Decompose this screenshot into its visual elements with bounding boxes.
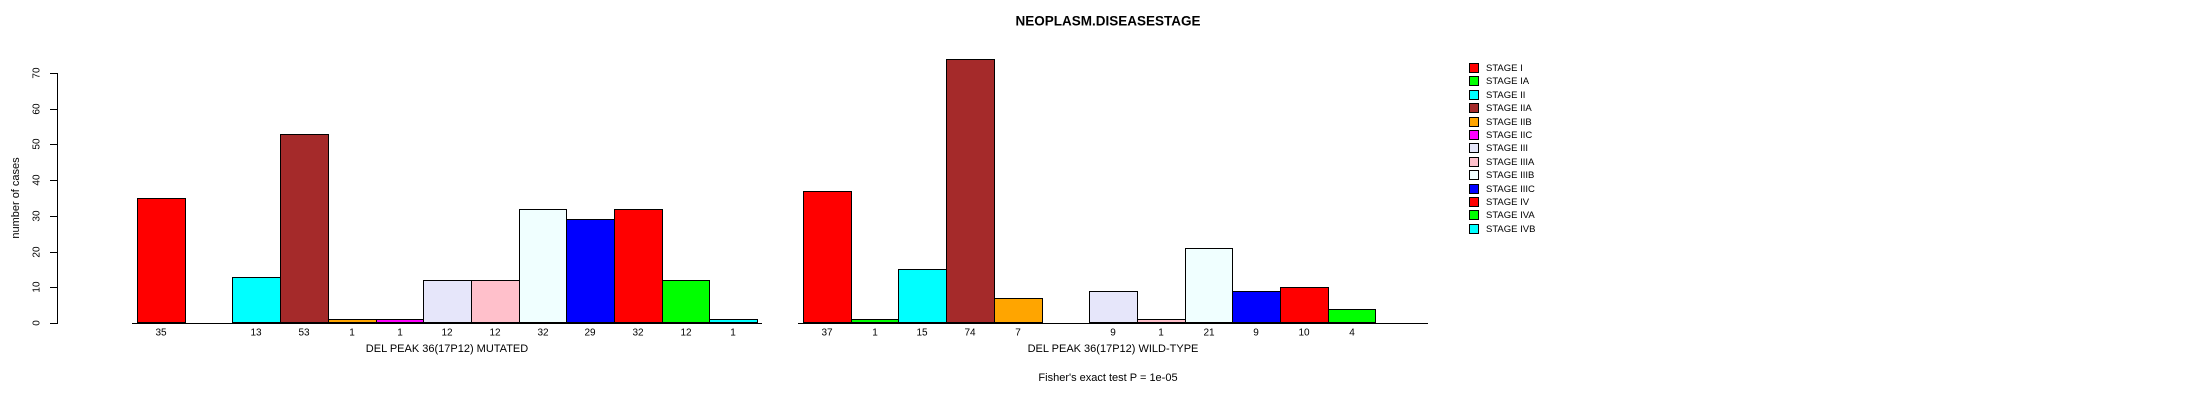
y-tick	[50, 216, 57, 217]
legend-label: STAGE IIA	[1486, 103, 1532, 114]
legend-label: STAGE IIC	[1486, 130, 1533, 141]
y-axis-label: number of cases	[10, 157, 22, 239]
bar-stage-iva	[1328, 309, 1376, 323]
bar-value-label: 12	[489, 327, 501, 339]
legend-label: STAGE III	[1486, 143, 1529, 154]
bar-value-label: 32	[632, 327, 644, 339]
y-tick	[50, 180, 57, 181]
bar-value-label: 35	[155, 327, 167, 339]
y-tick-label: 50	[31, 138, 43, 150]
legend-swatch-stage-iib	[1469, 117, 1479, 127]
legend-swatch-stage-i	[1469, 63, 1479, 73]
bar-value-label: 10	[1298, 327, 1310, 339]
bar-stage-iiic	[566, 219, 615, 323]
bar-stage-iiib	[519, 209, 567, 323]
bar-stage-i	[803, 191, 852, 323]
bar-stage-iii	[1089, 291, 1138, 323]
legend-swatch-stage-ivb	[1469, 224, 1479, 234]
legend-label: STAGE II	[1486, 90, 1526, 101]
x-axis-title-del-peak-36-17p12-wild-type: DEL PEAK 36(17P12) WILD-TYPE	[1027, 343, 1199, 355]
legend-swatch-stage-iic	[1469, 130, 1479, 140]
x-axis-baseline	[798, 323, 1428, 324]
bar-stage-iib	[328, 319, 377, 323]
bar-stage-iv	[1280, 287, 1329, 323]
bar-value-label: 9	[1253, 327, 1259, 339]
bar-value-label: 12	[441, 327, 453, 339]
bar-value-label: 4	[1349, 327, 1355, 339]
fisher-test-annotation: Fisher's exact test P = 1e-05	[1038, 372, 1178, 384]
bar-stage-ivb	[709, 319, 758, 323]
bar-value-label: 1	[397, 327, 403, 339]
bar-value-label: 12	[680, 327, 692, 339]
y-tick	[50, 287, 57, 288]
legend-label: STAGE IIB	[1486, 117, 1532, 128]
bar-stage-iiic	[1232, 291, 1281, 323]
legend-label: STAGE IIIC	[1486, 184, 1535, 195]
legend-swatch-stage-iiib	[1469, 170, 1479, 180]
bar-stage-iiia	[471, 280, 520, 323]
legend-label: STAGE IVB	[1486, 224, 1536, 235]
bar-stage-i	[137, 198, 186, 323]
bar-value-label: 1	[730, 327, 736, 339]
bar-stage-iic	[376, 319, 424, 323]
legend-swatch-stage-iva	[1469, 210, 1479, 220]
chart-title: NEOPLASM.DISEASESTAGE	[1015, 13, 1201, 29]
y-tick	[50, 252, 57, 253]
bar-stage-iva	[662, 280, 710, 323]
bar-value-label: 7	[1015, 327, 1021, 339]
y-axis-line	[57, 73, 58, 324]
bar-value-label: 1	[1158, 327, 1164, 339]
y-tick-label: 40	[31, 174, 43, 186]
legend-label: STAGE IVA	[1486, 210, 1535, 221]
bar-value-label: 74	[964, 327, 976, 339]
y-tick	[50, 323, 57, 324]
legend-label: STAGE IIIB	[1486, 170, 1535, 181]
bar-value-label: 37	[821, 327, 833, 339]
y-tick-label: 0	[31, 320, 43, 326]
legend-swatch-stage-ia	[1469, 76, 1479, 86]
legend-label: STAGE IIIA	[1486, 157, 1535, 168]
y-tick-label: 10	[31, 281, 43, 293]
legend-swatch-stage-iiic	[1469, 184, 1479, 194]
bar-stage-iv	[614, 209, 663, 323]
bar-value-label: 1	[872, 327, 878, 339]
legend-swatch-stage-iv	[1469, 197, 1479, 207]
y-tick	[50, 144, 57, 145]
legend-swatch-stage-iii	[1469, 143, 1479, 153]
bar-stage-iiia	[1137, 319, 1186, 323]
bar-value-label: 32	[537, 327, 549, 339]
y-tick-label: 70	[31, 67, 43, 79]
y-tick-label: 30	[31, 210, 43, 222]
bar-stage-ii	[232, 277, 281, 323]
bar-stage-ia	[851, 319, 899, 323]
legend-swatch-stage-iia	[1469, 103, 1479, 113]
legend-label: STAGE IA	[1486, 76, 1530, 87]
bar-value-label: 15	[916, 327, 928, 339]
x-axis-baseline	[132, 323, 762, 324]
y-tick-label: 60	[31, 103, 43, 115]
bar-value-label: 13	[250, 327, 262, 339]
bar-stage-iib	[994, 298, 1043, 323]
y-tick	[50, 109, 57, 110]
legend-swatch-stage-iiia	[1469, 157, 1479, 167]
bar-value-label: 1	[349, 327, 355, 339]
bar-value-label: 29	[584, 327, 596, 339]
y-tick-label: 20	[31, 246, 43, 258]
x-axis-title-del-peak-36-17p12-mutated: DEL PEAK 36(17P12) MUTATED	[365, 343, 529, 355]
bar-stage-iia	[280, 134, 329, 323]
bar-value-label: 21	[1203, 327, 1215, 339]
bar-stage-iii	[423, 280, 472, 323]
y-tick	[50, 73, 57, 74]
bar-stage-iiib	[1185, 248, 1233, 323]
bar-value-label: 9	[1110, 327, 1116, 339]
bar-stage-ii	[898, 269, 947, 323]
bar-stage-iia	[946, 59, 995, 323]
legend-swatch-stage-ii	[1469, 90, 1479, 100]
legend-label: STAGE IV	[1486, 197, 1530, 208]
legend-label: STAGE I	[1486, 63, 1523, 74]
bar-value-label: 53	[298, 327, 310, 339]
